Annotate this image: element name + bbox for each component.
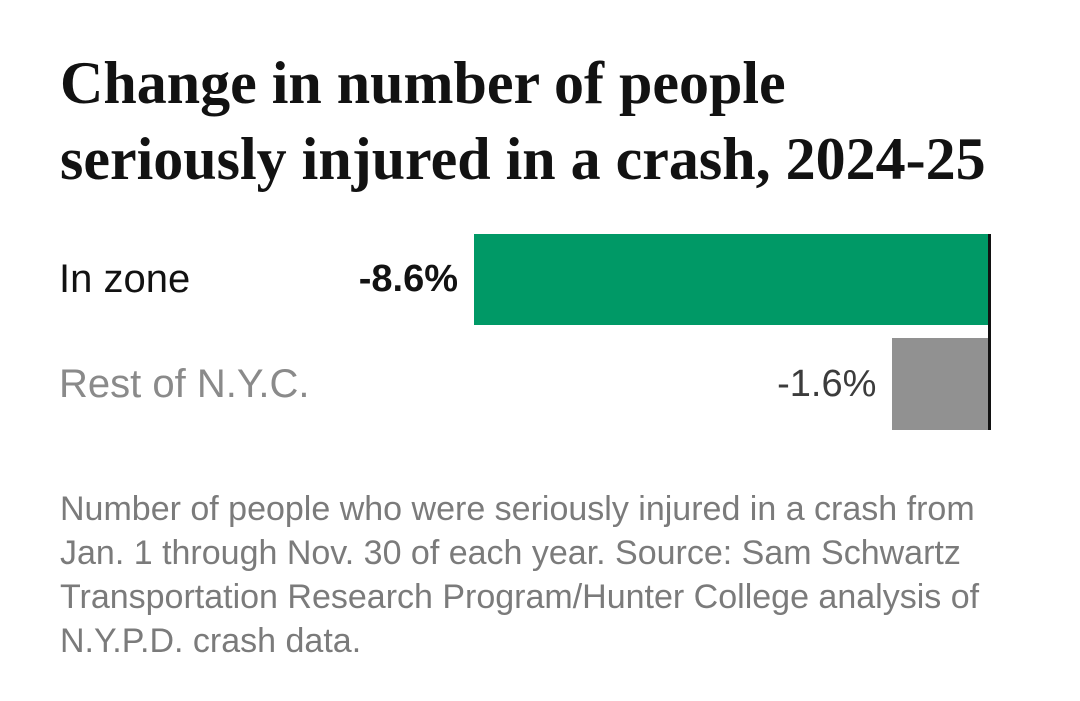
bar-row-in-zone: In zone -8.6% bbox=[0, 234, 1080, 325]
category-label-in-zone: In zone bbox=[59, 257, 191, 301]
bar-in-zone bbox=[474, 234, 988, 325]
chart-title: Change in number of people seriously inj… bbox=[60, 45, 986, 197]
zero-baseline-axis bbox=[988, 234, 991, 430]
value-label-rest-of-nyc: -1.6% bbox=[777, 362, 877, 405]
chart-footnote: Number of people who were seriously inju… bbox=[60, 490, 980, 660]
chart-title-line-2: seriously injured in a crash, 2024-25 bbox=[60, 126, 986, 192]
value-label-in-zone: -8.6% bbox=[358, 258, 458, 300]
chart-title-line-1: Change in number of people bbox=[60, 50, 786, 116]
bar-row-rest-of-nyc: Rest of N.Y.C. -1.6% bbox=[0, 338, 1080, 430]
bar-rest-of-nyc bbox=[892, 338, 988, 430]
category-label-rest-of-nyc: Rest of N.Y.C. bbox=[59, 361, 310, 406]
